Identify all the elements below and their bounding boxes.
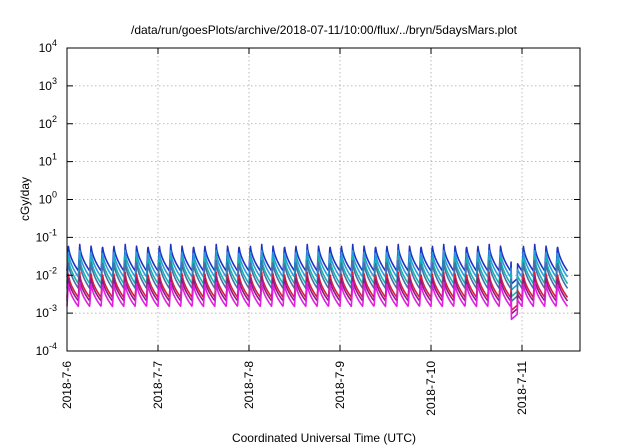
y-tick-label: 10-4 (36, 341, 57, 358)
x-axis-label: Coordinated Universal Time (UTC) (232, 431, 416, 445)
y-tick-label: 10-2 (36, 265, 57, 282)
chart-title: /data/run/goesPlots/archive/2018-07-11/1… (131, 23, 518, 37)
x-tick-label: 2018-7-9 (333, 361, 347, 409)
series-line (66, 281, 569, 321)
y-tick-label: 104 (39, 38, 57, 55)
x-tick-label: 2018-7-8 (242, 361, 256, 409)
x-tick-label: 2018-7-7 (151, 361, 165, 409)
y-tick-label: 10-3 (36, 303, 57, 320)
y-tick-label: 100 (39, 190, 57, 207)
y-tick-label: 10-1 (36, 227, 57, 244)
y-tick-label: 101 (39, 152, 57, 169)
y-axis-label: cGy/day (18, 177, 32, 221)
series-group (66, 243, 569, 321)
y-tick-label: 103 (39, 76, 57, 93)
x-tick-label: 2018-7-11 (515, 361, 529, 415)
y-tick-label: 102 (39, 114, 57, 131)
x-tick-label: 2018-7-6 (60, 361, 74, 409)
x-tick-label: 2018-7-10 (424, 361, 438, 416)
x-axis-ticks: 2018-7-6 2018-7-7 2018-7-8 2018-7-9 2018-7-1… (60, 48, 529, 416)
y-axis-ticks: 104 103 102 101 100 10-1 10-2 10-3 10-4 (36, 38, 580, 358)
grid-lines (67, 48, 580, 351)
